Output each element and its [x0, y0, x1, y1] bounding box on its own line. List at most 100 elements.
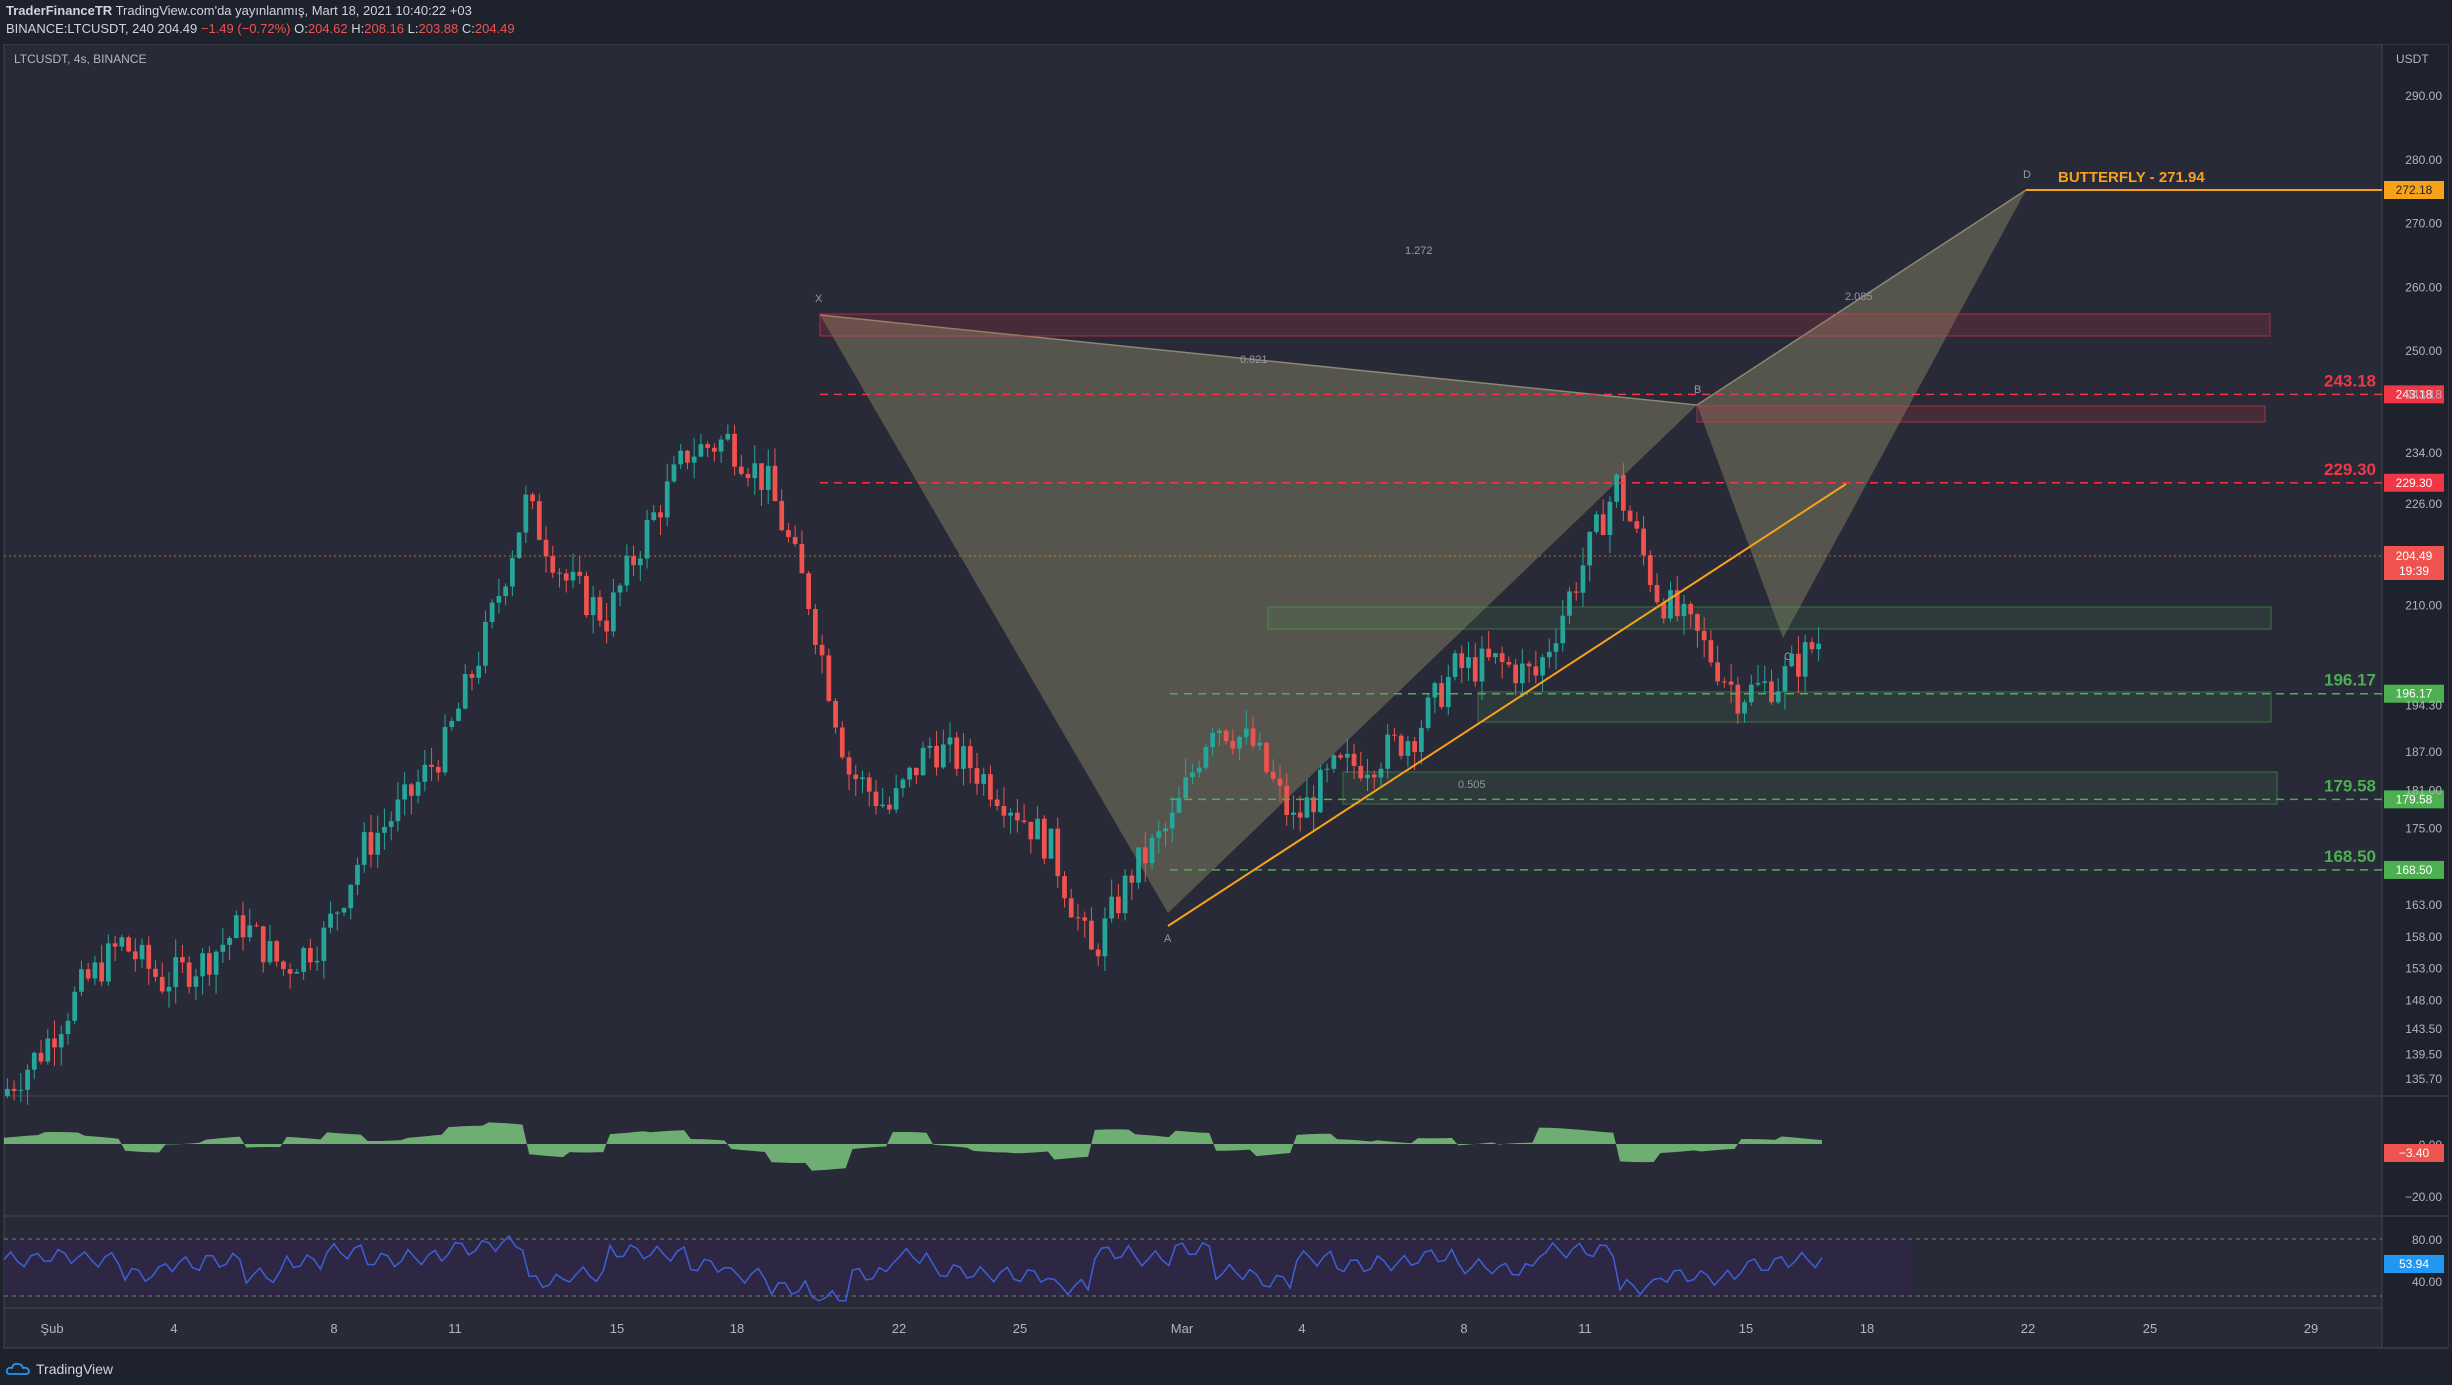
candle-body — [375, 832, 381, 855]
resistance-zone-229[interactable] — [1696, 405, 2266, 423]
candle-body — [5, 1088, 10, 1096]
price-tick: 181.00 — [2405, 783, 2442, 797]
candle-body — [1533, 666, 1539, 676]
candle-body — [510, 557, 515, 587]
candle-body — [557, 572, 562, 574]
candle-body — [328, 913, 333, 928]
candle-body — [833, 700, 838, 728]
candle-body — [1237, 736, 1242, 749]
candle-body — [1156, 831, 1162, 838]
candle-body — [1398, 735, 1404, 756]
butterfly-pattern[interactable]: X A B C D 0.821 0.505 2.085 1.272 — [815, 169, 2031, 945]
osc-badge — [2384, 1144, 2444, 1162]
candle-body — [1472, 657, 1478, 682]
price-tick: 280.00 — [2405, 153, 2442, 167]
candle-body — [45, 1038, 51, 1062]
candle-body — [1008, 812, 1013, 816]
candle-body — [456, 708, 461, 721]
candle-body — [590, 597, 596, 616]
candle-body — [860, 777, 865, 780]
price-chart[interactable]: LTCUSDT, 4s, BINANCE USDT X A B C D 0.82… — [0, 44, 2452, 1352]
candle-body — [907, 767, 912, 780]
currency-label: USDT — [2396, 52, 2429, 66]
countdown-text: 19:39 — [2399, 564, 2429, 578]
candle-body — [536, 501, 542, 540]
published-text: TradingView.com'da yayınlanmış, Mart 18,… — [115, 3, 472, 18]
candle-body — [65, 1020, 71, 1035]
level-label: 196.17 — [2324, 671, 2376, 690]
candle-body — [988, 774, 993, 800]
oscillator-pane[interactable]: 0.00 −20.00 −3.40 — [4, 1122, 2444, 1204]
time-tick: Mar — [1171, 1321, 1194, 1336]
candle-body — [287, 969, 293, 974]
candle-body — [1001, 805, 1007, 816]
level-lines[interactable]: 243.18243.18229.30229.30196.17196.17179.… — [820, 371, 2444, 879]
rsi-pane[interactable]: 80.00 40.00 53.94 — [3, 1233, 2444, 1302]
candle-body — [38, 1052, 44, 1062]
candle-body — [1385, 734, 1391, 769]
pattern-point-a: A — [1164, 933, 1172, 945]
support-zone-180[interactable] — [1477, 691, 2272, 723]
pattern-point-d: D — [2023, 169, 2031, 181]
candle-body — [388, 821, 394, 827]
candle-body — [1163, 828, 1168, 832]
tradingview-logo[interactable]: TradingView — [6, 1361, 113, 1377]
pattern-point-x: X — [815, 293, 823, 305]
candle-body — [1351, 753, 1357, 766]
candle-body — [220, 944, 226, 952]
candle-body — [1048, 828, 1054, 859]
price-tick: 153.00 — [2405, 962, 2442, 976]
candle-body — [1520, 663, 1525, 684]
candle-body — [274, 941, 280, 962]
candle-body — [348, 884, 354, 909]
candle-body — [523, 494, 529, 533]
support-resistance-zones[interactable] — [819, 313, 2278, 805]
chart-title: LTCUSDT, 4s, BINANCE — [14, 52, 146, 66]
candle-body — [577, 571, 583, 576]
candle-body — [1223, 730, 1229, 742]
candle-body — [1291, 812, 1296, 815]
ascending-trendline[interactable] — [1167, 483, 1847, 927]
publisher-name[interactable]: TraderFinanceTR — [6, 3, 113, 18]
candle-body — [146, 944, 152, 969]
rsi-tick-40: 40.00 — [2412, 1275, 2442, 1289]
candle-body — [866, 777, 872, 792]
candle-body — [1506, 662, 1512, 665]
candle-body — [52, 1038, 57, 1048]
level-label: 229.30 — [2324, 460, 2376, 479]
time-axis[interactable]: Şub 4 8 11 15 18 22 25 Mar 4 8 11 15 18 22 25 29 — [40, 1321, 2318, 1336]
candle-body — [79, 969, 84, 992]
candle-body — [1634, 521, 1640, 529]
candle-body — [106, 943, 111, 982]
price-tick: 210.00 — [2405, 599, 2442, 613]
resistance-zone-243[interactable] — [819, 313, 2271, 337]
candle-body — [1432, 683, 1438, 698]
candle-body — [712, 447, 717, 452]
candle-body — [449, 720, 455, 728]
candle-body — [139, 944, 145, 960]
price-tick: 143.50 — [2405, 1022, 2442, 1036]
candle-body — [651, 512, 657, 520]
close-label: C: — [461, 21, 475, 36]
price-tick: 226.00 — [2405, 497, 2442, 511]
candle-body — [792, 536, 798, 544]
support-zone-196[interactable] — [1267, 606, 2272, 630]
time-tick: 22 — [892, 1321, 906, 1336]
time-tick: 25 — [2143, 1321, 2157, 1336]
candle-body — [442, 727, 448, 773]
candle-body — [1028, 821, 1034, 840]
candle-body — [624, 556, 630, 586]
candle-body — [1695, 614, 1700, 631]
candle-body — [496, 596, 502, 603]
candle-body — [126, 937, 131, 952]
candle-body — [961, 746, 966, 769]
candle-body — [1708, 640, 1714, 663]
candle-body — [543, 539, 549, 557]
level-badge-text: 168.50 — [2396, 863, 2433, 877]
candle-body — [186, 962, 192, 987]
publisher-line: TraderFinanceTR TradingView.com'da yayın… — [6, 3, 472, 18]
tradingview-cloud-icon — [6, 1362, 30, 1375]
candle-body — [981, 774, 987, 784]
candle-body — [301, 947, 306, 972]
candle-body — [745, 473, 751, 479]
